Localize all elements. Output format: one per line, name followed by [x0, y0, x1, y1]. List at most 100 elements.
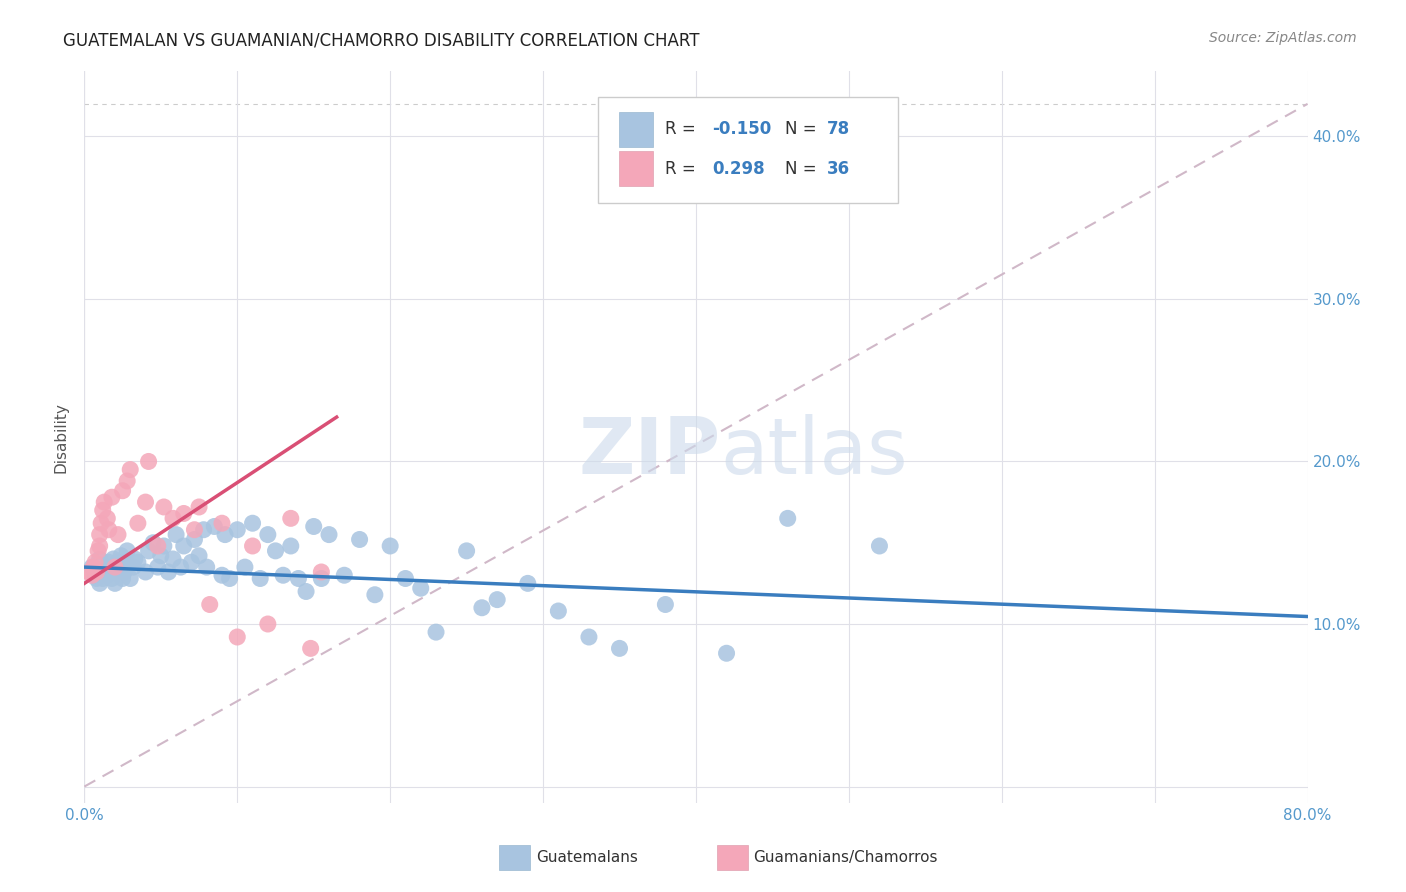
Text: Guatemalans: Guatemalans — [536, 850, 637, 864]
Point — [349, 533, 371, 547]
Point — [104, 576, 127, 591]
Point — [486, 592, 509, 607]
Point — [89, 576, 111, 591]
Point — [233, 560, 256, 574]
Point — [86, 565, 108, 579]
Point — [120, 572, 142, 586]
Text: Guamanians/Chamorros: Guamanians/Chamorros — [754, 850, 938, 864]
Point — [280, 511, 302, 525]
Point — [249, 572, 271, 586]
Point — [120, 462, 142, 476]
Point — [142, 535, 165, 549]
Bar — [619, 112, 654, 146]
Text: R =: R = — [665, 120, 702, 138]
Point — [96, 568, 118, 582]
Point — [138, 454, 160, 468]
Point — [107, 527, 129, 541]
Point — [173, 507, 195, 521]
Point — [202, 519, 225, 533]
Point — [83, 560, 105, 574]
Point — [89, 527, 111, 541]
Text: 78: 78 — [827, 120, 851, 138]
Point — [218, 572, 240, 586]
Point — [295, 584, 318, 599]
Point — [101, 490, 124, 504]
Point — [170, 560, 193, 574]
Point — [188, 549, 211, 563]
Point — [183, 523, 205, 537]
Point — [97, 523, 120, 537]
Point — [425, 625, 447, 640]
Point — [127, 555, 149, 569]
Point — [271, 568, 294, 582]
Point — [97, 555, 120, 569]
Point — [89, 539, 111, 553]
Point — [115, 474, 138, 488]
Point — [96, 560, 118, 574]
Point — [86, 572, 108, 586]
Point — [516, 576, 538, 591]
Point — [124, 552, 146, 566]
Point — [108, 560, 131, 574]
Point — [195, 560, 218, 574]
Point — [165, 527, 187, 541]
Point — [111, 572, 134, 586]
Point — [146, 560, 169, 574]
FancyBboxPatch shape — [598, 97, 898, 203]
Point — [180, 555, 202, 569]
Point — [211, 568, 233, 582]
Point — [80, 568, 103, 582]
Point — [173, 539, 195, 553]
Point — [153, 500, 176, 514]
Point — [242, 516, 264, 531]
Point — [112, 565, 135, 579]
Text: 0.298: 0.298 — [711, 160, 765, 178]
Point — [242, 539, 264, 553]
Point — [87, 544, 110, 558]
Text: R =: R = — [665, 160, 702, 178]
Point — [287, 572, 309, 586]
Point — [84, 555, 107, 569]
Text: 36: 36 — [827, 160, 851, 178]
Point — [193, 523, 215, 537]
Point — [869, 539, 891, 553]
Point — [226, 523, 249, 537]
Point — [333, 568, 356, 582]
Point — [157, 565, 180, 579]
Point — [96, 511, 118, 525]
Point — [104, 560, 127, 574]
Point — [110, 549, 132, 563]
Point — [409, 581, 432, 595]
Point — [153, 539, 176, 553]
Point — [127, 516, 149, 531]
Point — [87, 565, 110, 579]
Point — [257, 617, 280, 632]
Text: N =: N = — [786, 160, 823, 178]
Point — [89, 552, 111, 566]
Point — [578, 630, 600, 644]
Point — [776, 511, 799, 525]
Point — [146, 539, 169, 553]
Point — [91, 572, 114, 586]
Point — [198, 598, 221, 612]
Point — [149, 549, 172, 563]
Point — [264, 544, 287, 558]
Point — [318, 527, 340, 541]
Point — [84, 568, 107, 582]
Point — [311, 565, 333, 579]
Point — [115, 544, 138, 558]
Point — [257, 527, 280, 541]
Point — [111, 483, 134, 498]
Point — [77, 565, 100, 579]
Text: atlas: atlas — [720, 414, 908, 490]
Point — [135, 495, 157, 509]
Point — [609, 641, 631, 656]
Point — [302, 519, 325, 533]
Point — [364, 588, 387, 602]
Point — [103, 552, 125, 566]
Point — [654, 598, 676, 612]
Point — [101, 572, 124, 586]
Point — [162, 552, 184, 566]
Point — [98, 565, 121, 579]
Point — [716, 646, 738, 660]
